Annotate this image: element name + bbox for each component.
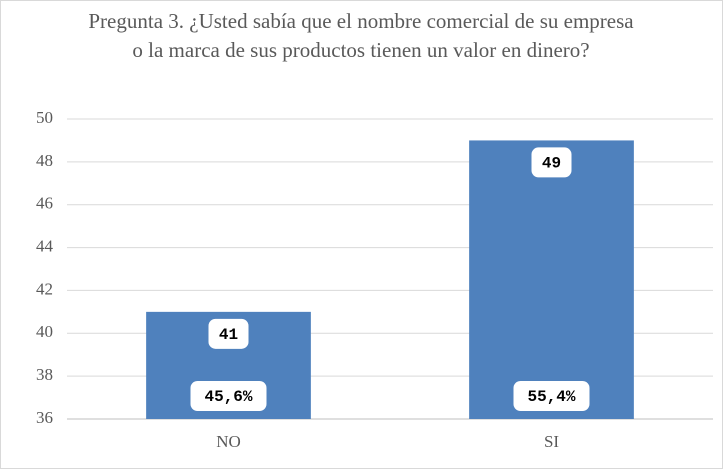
x-tick-label: SI [544,432,559,451]
annotation-box [190,381,267,411]
y-tick-label: 46 [36,194,53,213]
y-tick-label: 38 [36,365,53,384]
data-label-box [208,318,249,349]
chart-title: Pregunta 3. ¿Usted sabía que el nombre c… [88,9,634,62]
data-label-box [531,147,572,178]
data-label: 49 [542,155,561,173]
annotation: 55,4% [527,388,575,406]
y-tick-label: 44 [36,236,54,255]
y-tick-label: 50 [36,108,53,127]
x-tick-label: NO [216,432,241,451]
data-label: 41 [219,326,238,344]
annotation-box [513,381,590,411]
y-tick-label: 36 [36,408,53,427]
bar [469,140,634,419]
y-tick-label: 40 [36,322,53,341]
annotation: 45,6% [204,388,252,406]
y-tick-label: 42 [36,279,53,298]
y-tick-label: 48 [36,151,53,170]
